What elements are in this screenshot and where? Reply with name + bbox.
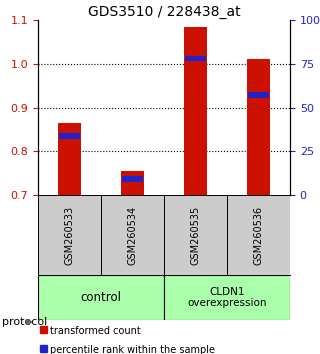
Bar [38, 275, 164, 320]
Bar [122, 176, 143, 182]
Bar [227, 195, 290, 275]
Text: GSM260534: GSM260534 [127, 205, 138, 264]
Bar [40, 326, 47, 332]
Bar [185, 56, 206, 61]
Bar [59, 123, 81, 195]
Text: protocol: protocol [2, 317, 47, 327]
Text: transformed count: transformed count [50, 326, 141, 336]
Title: GDS3510 / 228438_at: GDS3510 / 228438_at [88, 5, 240, 19]
Bar [40, 345, 47, 352]
Bar [101, 195, 164, 275]
Text: CLDN1
overexpression: CLDN1 overexpression [187, 287, 267, 308]
Text: GSM260536: GSM260536 [253, 205, 263, 264]
Bar [164, 275, 290, 320]
Text: GSM260535: GSM260535 [190, 205, 201, 265]
Bar [38, 195, 101, 275]
Bar [184, 27, 206, 195]
Bar [247, 59, 269, 195]
Bar [164, 195, 227, 275]
Text: percentile rank within the sample: percentile rank within the sample [50, 346, 215, 354]
Bar [59, 133, 80, 139]
Text: GSM260533: GSM260533 [65, 205, 75, 264]
Text: control: control [81, 291, 122, 304]
Bar [122, 171, 144, 195]
Bar [248, 92, 269, 98]
